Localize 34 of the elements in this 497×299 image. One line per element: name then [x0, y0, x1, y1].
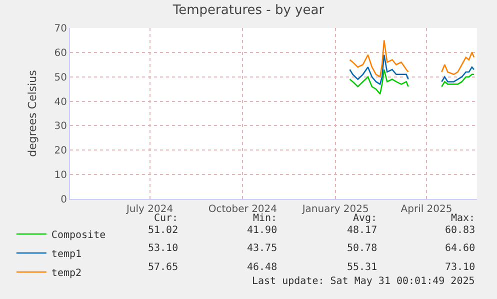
legend-label: Composite	[51, 230, 106, 241]
y-tick-label: 20	[54, 146, 67, 157]
legend-label: temp1	[51, 248, 82, 260]
text: 48.17	[347, 225, 378, 236]
text: 43.75	[247, 243, 278, 254]
text: 46.48	[247, 262, 278, 273]
text: Min:	[253, 213, 278, 224]
chart-title: Temperatures - by year	[172, 3, 325, 18]
y-tick-label: 40	[54, 96, 67, 108]
y-tick-label: 50	[54, 72, 67, 84]
legend-label: temp2	[51, 268, 82, 279]
text: 41.90	[247, 225, 278, 236]
y-tick-label: 60	[54, 48, 67, 59]
y-tick-label: 30	[54, 121, 67, 132]
x-tick-label: April 2025	[400, 204, 452, 215]
y-tick-label: 0	[60, 194, 67, 206]
text: Cur:	[154, 213, 178, 224]
text: 53.10	[148, 243, 178, 254]
text: 51.02	[148, 225, 178, 236]
text: 60.83	[445, 225, 476, 236]
x-tick-label: January 2025	[301, 204, 369, 215]
y-tick-label: 10	[54, 170, 67, 182]
text: Avg:	[353, 213, 378, 224]
y-axis-title: degrees Celsius	[26, 70, 39, 157]
text: 64.60	[445, 243, 476, 254]
x-tick-label: July 2024	[125, 204, 174, 215]
text: 57.65	[148, 262, 178, 273]
text: Max:	[451, 213, 476, 224]
text: 73.10	[445, 262, 476, 273]
text: 55.31	[347, 262, 378, 273]
text: 50.78	[347, 243, 378, 254]
text: Last update: Sat May 31 00:01:49 2025	[252, 276, 475, 287]
y-tick-label: 70	[54, 24, 67, 34]
x-tick-label: October 2024	[208, 204, 278, 215]
